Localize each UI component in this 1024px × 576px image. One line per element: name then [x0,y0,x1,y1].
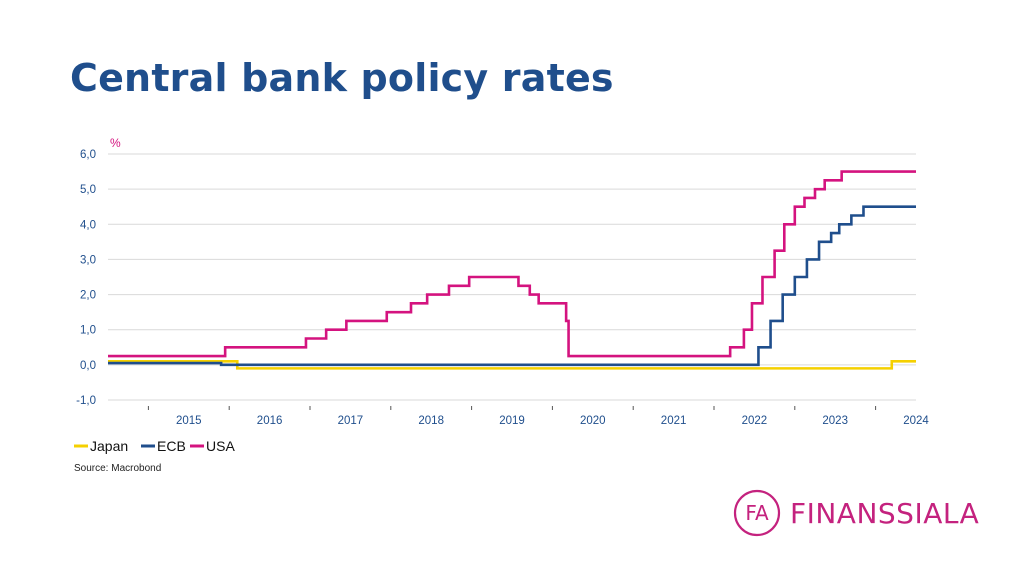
x-tick-label: 2023 [822,415,848,427]
x-tick-label: 2016 [257,415,283,427]
x-tick-label: 2018 [418,415,444,427]
policy-rates-chart: -1,0 0,0 1,0 2,0 3,0 4,0 5,0 6,0% 2015 2016 2017 20… [74,136,929,454]
series-line-japan [108,360,916,370]
y-tick-label: 5,0 [80,184,96,196]
y-tick-label: 4,0 [80,219,96,231]
legend-label-usa: USA [206,438,235,454]
y-tick-label: 6,0 [80,149,96,161]
brand-mark-icon: FA [733,489,781,537]
legend-label-ecb: ECB [157,438,186,454]
x-tick-label: 2019 [499,415,525,427]
x-tick-label: 2021 [661,415,687,427]
legend-label-japan: Japan [90,438,128,454]
y-axis-label: % [110,136,121,150]
x-tick-label: 2017 [338,415,364,427]
x-tick-label: 2024 [903,415,929,427]
x-tick-label: 2022 [742,415,768,427]
y-tick-label: -1,0 [76,395,96,407]
series-line-usa [108,170,916,358]
brand-name: FINANSSIALA [790,496,980,530]
page-title: Central bank policy rates [70,56,614,100]
x-tick-label: 2015 [176,415,202,427]
brand-mark-text: FA [745,501,769,525]
y-tick-label: 2,0 [80,290,96,302]
y-tick-label: 0,0 [80,360,96,372]
y-tick-label: 1,0 [80,325,96,337]
y-tick-label: 3,0 [80,254,96,266]
brand-logo: FA FINANSSIALA [732,488,979,538]
series-line-ecb [108,205,916,367]
source-note: Source: Macrobond [74,463,162,474]
x-tick-label: 2020 [580,415,606,427]
